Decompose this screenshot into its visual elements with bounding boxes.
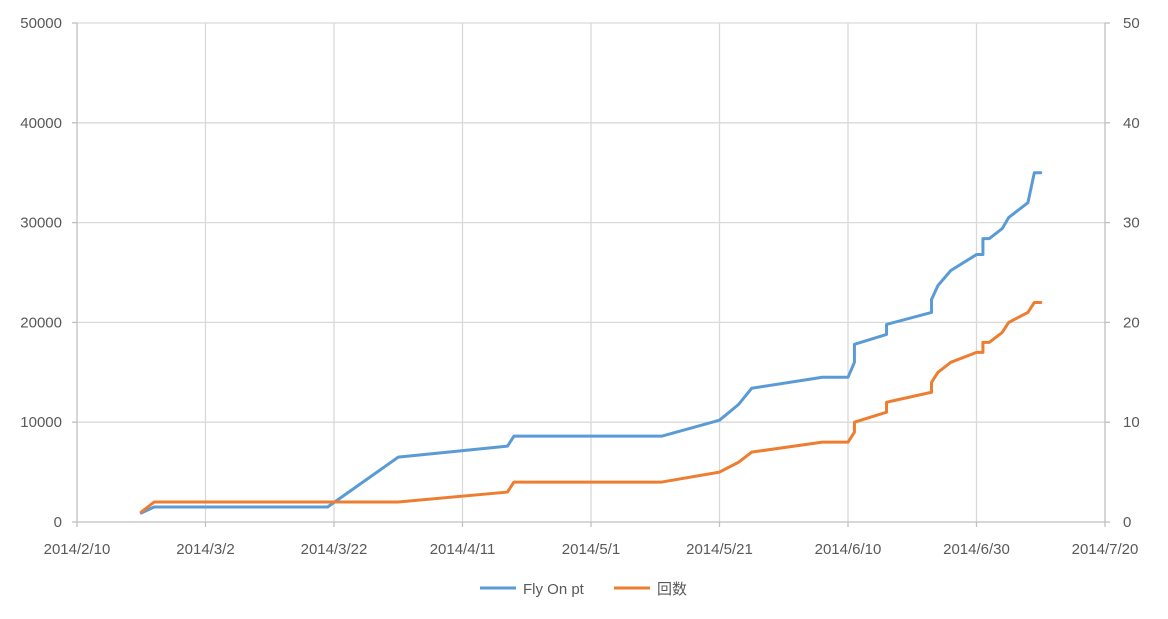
x-tick-label: 2014/3/22 xyxy=(301,541,368,558)
legend: Fly On pt 回数 xyxy=(480,581,687,598)
axes xyxy=(72,22,1110,527)
x-tick-label: 2014/3/2 xyxy=(176,541,234,558)
y-right-tick-label: 20 xyxy=(1123,314,1140,331)
x-tick-label: 2014/6/10 xyxy=(815,541,882,558)
y-right-tick-label: 10 xyxy=(1123,414,1140,431)
x-tick-label: 2014/4/11 xyxy=(430,541,496,558)
series-line-fly-on-pt xyxy=(139,171,1043,515)
y-right-tick-label: 50 xyxy=(1123,15,1140,32)
x-tick-label: 2014/6/30 xyxy=(943,541,1010,558)
tick-labels: 0 10000 20000 30000 40000 50000 0 10 20 30 40 50 201… xyxy=(20,15,1139,558)
x-tick-label: 2014/7/20 xyxy=(1072,541,1139,558)
y-left-tick-label: 40000 xyxy=(20,115,62,132)
series-line-count xyxy=(139,300,1043,514)
plot-area xyxy=(139,171,1043,515)
y-left-tick-label: 30000 xyxy=(20,215,62,232)
y-right-tick-label: 0 xyxy=(1123,514,1131,531)
y-right-tick-label: 40 xyxy=(1123,115,1140,132)
y-right-tick-label: 30 xyxy=(1123,215,1140,232)
grid xyxy=(77,22,1105,522)
y-left-tick-label: 10000 xyxy=(20,414,62,431)
x-tick-label: 2014/5/21 xyxy=(686,541,753,558)
x-tick-label: 2014/2/10 xyxy=(44,541,111,558)
x-tick-label: 2014/5/1 xyxy=(562,541,620,558)
legend-label-count: 回数 xyxy=(657,581,687,598)
y-left-tick-label: 50000 xyxy=(20,15,62,32)
y-left-tick-label: 0 xyxy=(54,514,62,531)
legend-label-fly-on-pt: Fly On pt xyxy=(523,581,585,598)
y-left-tick-label: 20000 xyxy=(20,314,62,331)
